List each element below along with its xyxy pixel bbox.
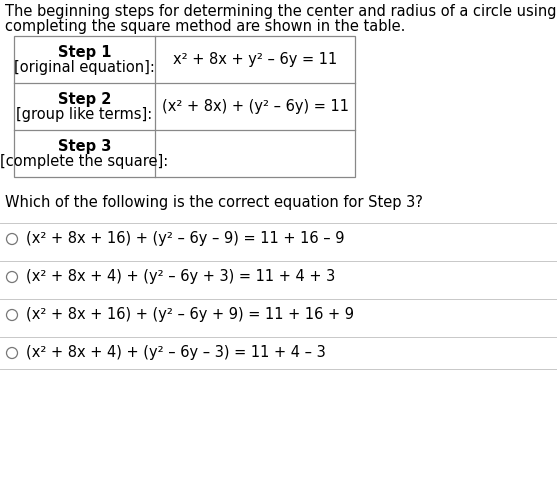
Text: Step 3: Step 3 [58, 139, 111, 154]
Text: Step 1: Step 1 [58, 45, 111, 60]
Text: (x² + 8x) + (y² – 6y) = 11: (x² + 8x) + (y² – 6y) = 11 [162, 99, 349, 114]
Circle shape [7, 309, 17, 321]
Bar [14, 36, 355, 177]
Text: (x² + 8x + 4) + (y² – 6y – 3) = 11 + 4 – 3: (x² + 8x + 4) + (y² – 6y – 3) = 11 + 4 –… [26, 346, 326, 361]
Text: x² + 8x + y² – 6y = 11: x² + 8x + y² – 6y = 11 [173, 52, 337, 67]
Text: Which of the following is the correct equation for Step 3?: Which of the following is the correct eq… [5, 195, 423, 210]
Text: (x² + 8x + 4) + (y² – 6y + 3) = 11 + 4 + 3: (x² + 8x + 4) + (y² – 6y + 3) = 11 + 4 +… [26, 269, 335, 285]
Circle shape [7, 271, 17, 283]
Text: [original equation]:: [original equation]: [14, 60, 155, 75]
Text: Step 2: Step 2 [58, 92, 111, 107]
Text: (x² + 8x + 16) + (y² – 6y + 9) = 11 + 16 + 9: (x² + 8x + 16) + (y² – 6y + 9) = 11 + 16… [26, 307, 354, 323]
Text: The beginning steps for determining the center and radius of a circle using the: The beginning steps for determining the … [5, 4, 557, 19]
Text: [group like terms]:: [group like terms]: [16, 107, 153, 122]
Text: (x² + 8x + 16) + (y² – 6y – 9) = 11 + 16 – 9: (x² + 8x + 16) + (y² – 6y – 9) = 11 + 16… [26, 231, 344, 246]
Circle shape [7, 347, 17, 359]
Text: [complete the square]:: [complete the square]: [1, 154, 169, 169]
Text: completing the square method are shown in the table.: completing the square method are shown i… [5, 19, 405, 34]
Circle shape [7, 233, 17, 244]
